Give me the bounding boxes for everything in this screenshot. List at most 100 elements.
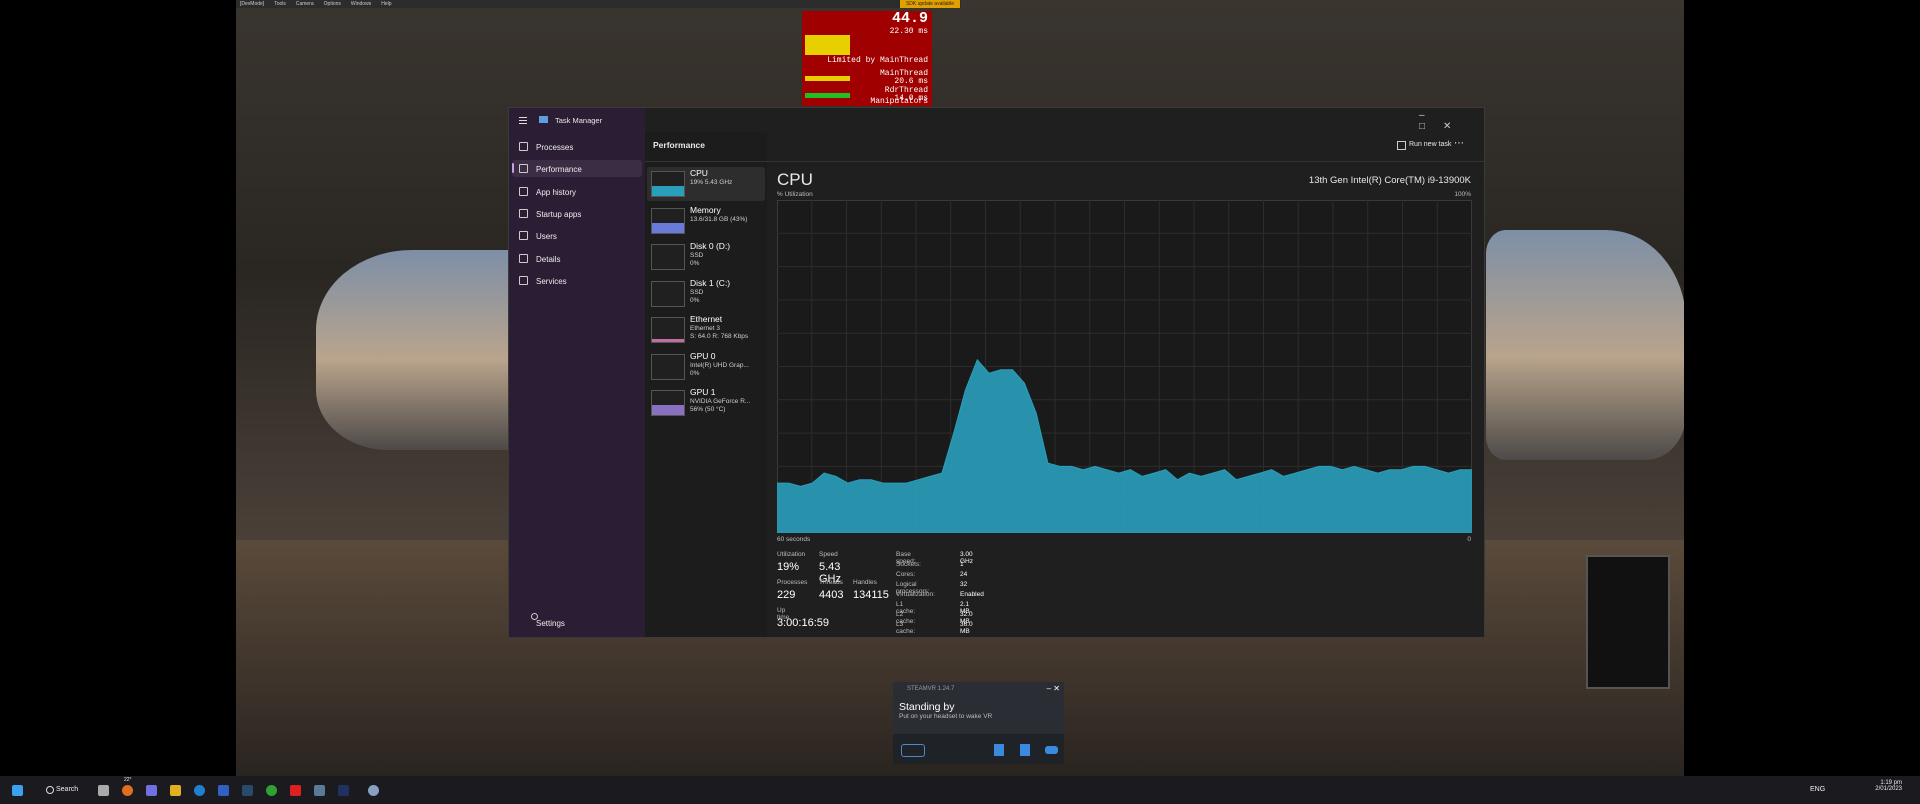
nav-icon [519,275,528,285]
resource-name[interactable]: GPU 0 [690,350,716,361]
nav-item[interactable]: App history [536,187,577,197]
app-icon [539,116,548,123]
resource-detail: 0% [690,260,700,267]
stat-label: Processes [777,579,808,586]
thumbnail-fill [652,222,684,233]
nav-indicator [512,163,514,174]
resource-detail: 0% [690,296,700,304]
frame-time: 22.30 ms [889,27,928,36]
nav-icon [519,164,528,174]
time: 1:19 pm [1880,780,1902,786]
cpu-line [777,358,1472,487]
language[interactable]: ENG [1810,786,1826,793]
resource-detail: 56% (50 °C) [690,406,726,413]
thread-bar [805,93,850,98]
start-button[interactable] [12,785,23,796]
stat-value: 229 [777,589,796,601]
menu-item[interactable]: Windows [350,1,372,7]
nav-item[interactable]: Performance [536,165,582,175]
base-station-icon [994,744,1004,756]
thumbnail-fill [652,339,684,342]
taskbar-app[interactable] [242,785,253,796]
taskbar-app[interactable] [194,785,205,796]
resource-detail: Ethernet 3 [690,325,720,332]
cpu-area [777,359,1472,533]
nav-icon [519,186,528,196]
taskbar-app[interactable] [290,785,301,796]
resource-thumbnail [651,244,685,270]
resource-detail: 13.6/31.8 GB (43%) [690,215,748,223]
menu-item[interactable]: Help [381,1,392,7]
divider [645,161,1484,162]
resource-name[interactable]: Disk 1 (C:) [690,277,731,288]
menu-item[interactable]: Options [323,1,341,7]
nav-item[interactable]: Startup apps [536,209,582,219]
thumbnail-fill [652,405,684,415]
settings-icon [531,613,538,620]
spec-value: Enabled [960,591,984,598]
resource-thumbnail [651,280,685,307]
spec-label: Logical processors: [896,581,930,595]
more-button[interactable]: ⋯ [1454,138,1464,149]
resource-name[interactable]: Disk 0 (D:) [690,241,731,251]
taskbar-app[interactable] [338,785,349,796]
resource-detail: 0% [690,369,700,377]
taskbar-app[interactable] [266,785,277,796]
taskbar-app[interactable] [98,785,109,796]
base-station-icon [1020,744,1030,756]
menu-item[interactable]: Tools [274,1,286,7]
nav-item[interactable]: Users [536,232,557,242]
resource-detail: NVIDIA GeForce R... [690,398,751,405]
resource-name[interactable]: GPU 1 [690,387,716,397]
x-axis-label: 60 seconds [777,536,811,543]
taskbar-app[interactable] [146,785,157,796]
weather[interactable] [122,785,133,796]
stat-value: 3:00:16:59 [777,617,829,629]
thumbnail-fill [652,186,684,196]
steamvr-widget: STEAMVR 1.24.7 – ✕ Standing by Put on yo… [893,682,1064,764]
stat-label: Speed [819,551,838,558]
menu-item[interactable]: Camera [295,1,314,7]
spec-value: 1 [960,561,964,568]
resource-name[interactable]: CPU [690,168,708,178]
search[interactable]: Search [56,786,79,793]
resource-name[interactable]: Ethernet [690,314,723,324]
spec-label: L2 cache: [896,611,916,625]
spec-label: L3 cache: [896,621,916,635]
taskbar-app[interactable] [170,785,181,796]
resource-thumbnail [651,171,685,197]
settings[interactable]: Settings [536,619,565,628]
stat-value: 19% [777,561,800,573]
nav-item[interactable]: Processes [536,143,574,152]
taskbar-app[interactable] [368,785,379,796]
spec-label: Sockets: [896,561,921,568]
clock[interactable]: 1:19 pm 2/01/2023 [1862,780,1902,792]
task-manager-window: Task Manager Settings Processes Performan… [508,107,1485,638]
stat-value: 4403 [819,589,844,601]
resource-thumbnail [651,390,685,416]
window-controls[interactable]: –□✕ [1419,110,1470,132]
headset-icon [901,744,925,757]
taskbar: Search 22° ENG 1:19 pm 2/01/2023 [0,776,1920,804]
menu-button[interactable] [519,117,527,118]
nav-item[interactable]: Services [536,276,567,286]
spec-label: Virtualization: [896,591,935,598]
device-bar [893,734,1064,764]
taskbar-app[interactable] [314,785,325,796]
page-title: Performance [653,140,705,150]
steamvr-controls[interactable]: – ✕ [1046,684,1060,693]
menu-item[interactable]: [DevMode] [240,1,265,7]
y-axis-label: % Utilization [777,191,813,198]
sdk-notice[interactable]: SDK update available [900,0,960,8]
date: 2/01/2023 [1875,786,1902,792]
nav-item[interactable]: Details [536,254,561,264]
resource-list: CPU 19% 5.43 GHz Memory 13.6/31.8 GB (43%) D… [645,132,767,637]
taskbar-app[interactable] [218,785,229,796]
thread-name: MainThread [879,69,928,78]
dev-menu-bar: [DevMode] Tools Camera Options Windows Help [236,0,961,8]
resource-thumbnail [651,207,685,234]
resource-detail: S: 64.0 R: 768 Kbps [690,333,749,340]
resource-name[interactable]: Memory [690,204,721,215]
run-new-task[interactable]: Run new task [1409,141,1452,148]
limited-by: Limited by MainThread [827,56,928,65]
